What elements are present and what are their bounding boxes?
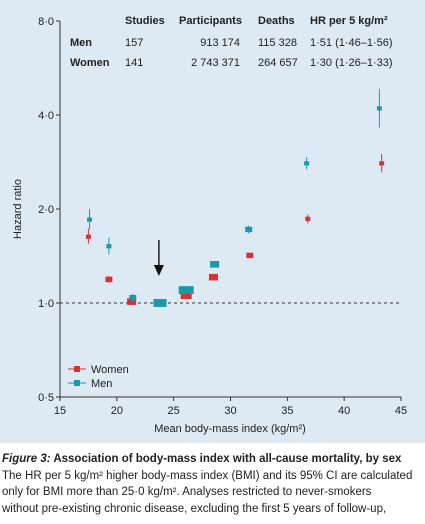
point-women (208, 273, 218, 281)
x-tick-label: 45 (395, 405, 407, 417)
table-cell-studies: 141 (125, 57, 143, 69)
table-cell-studies: 157 (125, 37, 143, 49)
point-women (127, 298, 137, 305)
caption-line: without pre-existing chronic disease, ex… (2, 502, 387, 515)
x-axis-label: Mean body-mass index (kg/m²) (154, 423, 306, 435)
x-tick-label: 35 (281, 405, 293, 417)
legend-label-men: Men (91, 378, 112, 390)
caption-heading: Figure 3: Association of body-mass index… (2, 451, 422, 468)
point-women (85, 234, 91, 239)
x-tick-label: 40 (338, 405, 350, 417)
legend-marker-women (74, 366, 80, 372)
arrow-head (153, 265, 164, 276)
table-header-deaths: Deaths (258, 15, 295, 27)
caption-figure-label: Figure 3: (2, 453, 51, 465)
table-row-label: Men (70, 37, 92, 49)
reference-arrow (153, 240, 164, 276)
table-header-hr: HR per 5 kg/m² (310, 15, 388, 27)
point-men (129, 294, 137, 301)
point-men (106, 244, 112, 249)
summary-table: Studies Participants Deaths HR per 5 kg/… (70, 15, 393, 69)
caption-title: Association of body-mass index with all-… (50, 453, 402, 465)
x-tick-label: 20 (111, 405, 123, 417)
table-header-participants: Participants (179, 15, 242, 27)
point-men (376, 106, 382, 111)
legend-label-women: Women (91, 364, 129, 376)
hazard-ratio-chart: 0·5 1·0 2·0 4·0 8·0 15 20 25 30 35 40 45 Hazard ra… (12, 15, 407, 435)
legend-marker-men (74, 380, 80, 386)
point-men (178, 286, 194, 294)
point-men (245, 226, 253, 233)
table-row-label: Women (70, 57, 110, 69)
caption-line: only for BMI more than 25·0 kg/m². Analy… (2, 486, 372, 498)
table-cell-participants: 913 174 (200, 37, 240, 49)
point-men (87, 217, 93, 222)
y-tick-label: 1·0 (38, 298, 54, 310)
x-tick-label: 30 (224, 405, 236, 417)
x-tick-label: 15 (54, 405, 66, 417)
y-tick-label: 0·5 (38, 392, 54, 404)
point-women (246, 252, 254, 259)
table-cell-hr: 1·30 (1·26–1·33) (310, 57, 393, 69)
caption-line: The HR per 5 kg/m² higher body-mass inde… (2, 469, 413, 482)
figure-caption: Figure 3: Association of body-mass index… (2, 451, 422, 517)
point-men (210, 261, 220, 268)
table-cell-hr: 1·51 (1·46–1·56) (310, 37, 393, 49)
point-women (105, 276, 113, 283)
y-tick-label: 4·0 (38, 110, 54, 122)
point-women (379, 161, 385, 166)
point-men (153, 299, 167, 307)
series-women (85, 154, 385, 307)
series-men (87, 88, 382, 307)
y-tick-label: 8·0 (38, 16, 54, 28)
table-cell-participants: 2 743 371 (191, 57, 240, 69)
point-women (305, 216, 311, 221)
y-axis-label: Hazard ratio (12, 179, 24, 239)
table-header-studies: Studies (125, 15, 165, 27)
legend: Women Men (68, 364, 129, 390)
point-men (304, 161, 310, 166)
table-cell-deaths: 264 657 (258, 57, 298, 69)
x-tick-label: 25 (168, 405, 180, 417)
y-tick-label: 2·0 (38, 204, 54, 216)
table-cell-deaths: 115 328 (258, 37, 297, 49)
point-women (180, 291, 192, 299)
